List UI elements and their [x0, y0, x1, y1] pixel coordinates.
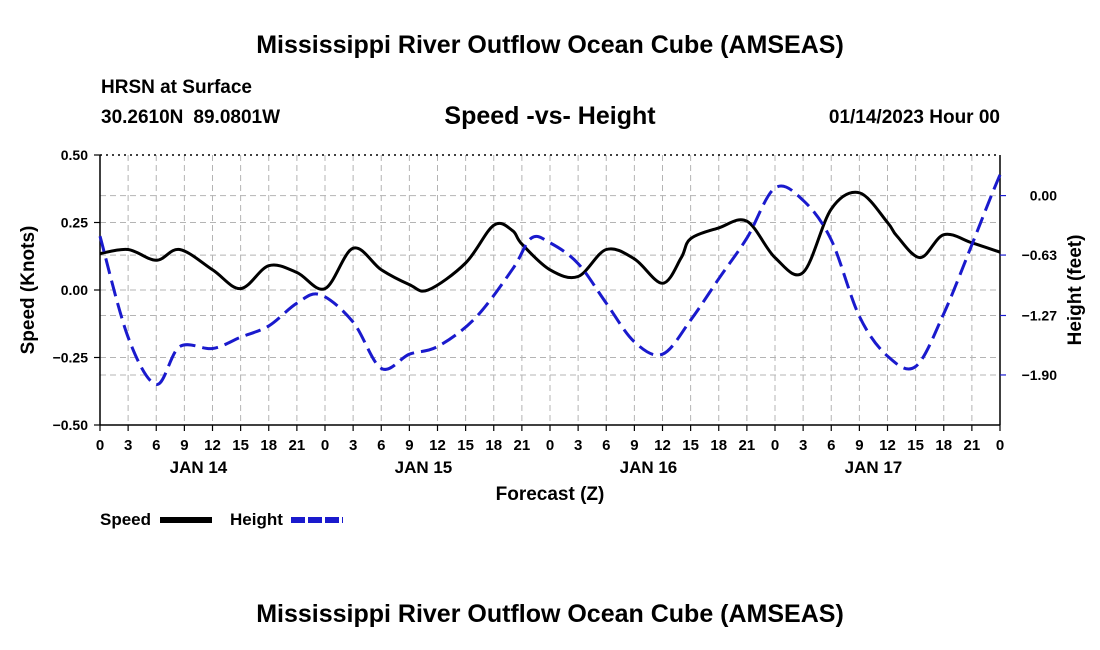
x-tick-label: 18 — [260, 437, 277, 454]
x-tick-label: 21 — [289, 437, 306, 454]
coordinates: 30.2610N 89.0801W — [101, 107, 280, 129]
x-tick-label: 0 — [546, 437, 554, 454]
x-tick-label: 9 — [630, 437, 638, 454]
x-tick-label: 18 — [935, 437, 952, 454]
forecast-date: 01/14/2023 Hour 00 — [828, 107, 1000, 128]
x-tick-label: 0 — [321, 437, 329, 454]
x-tick-label: 9 — [405, 437, 413, 454]
day-label: JAN 17 — [845, 458, 903, 477]
x-tick-label: 6 — [827, 437, 835, 454]
x-tick-label: 15 — [232, 437, 249, 454]
y-tick-label: 0.50 — [61, 147, 88, 163]
y2-tick-label: 0.00 — [1030, 188, 1057, 204]
x-tick-label: 3 — [799, 437, 807, 454]
x-tick-label: 6 — [377, 437, 385, 454]
x-tick-label: 18 — [710, 437, 727, 454]
x-tick-label: 3 — [124, 437, 132, 454]
chart-title: Mississippi River Outflow Ocean Cube (AM… — [256, 31, 844, 59]
station-label: HRSN at Surface — [101, 77, 252, 98]
y2-tick-label: −0.63 — [1022, 247, 1058, 263]
y2-tick-label: −1.90 — [1022, 367, 1058, 383]
x-tick-label: 12 — [429, 437, 446, 454]
x-tick-label: 12 — [204, 437, 221, 454]
legend-speed-label: Speed — [100, 510, 151, 529]
y-tick-label: −0.25 — [53, 350, 89, 366]
y-tick-label: 0.00 — [61, 282, 88, 298]
x-tick-label: 21 — [739, 437, 756, 454]
legend-height-label: Height — [230, 510, 283, 529]
x-tick-label: 0 — [771, 437, 779, 454]
longitude: 89.0801W — [193, 107, 281, 128]
speed-height-chart: 0 3 6 9 12 15 18 21 0 3 6 9 12 15 18 21 0 3 6 9 12 15 18 21 0 3 6 9… — [18, 147, 1086, 529]
x-tick-label: 9 — [180, 437, 188, 454]
x-tick-label: 3 — [349, 437, 357, 454]
day-label: JAN 16 — [620, 458, 678, 477]
x-tick-label: 21 — [964, 437, 981, 454]
speed-series-line — [99, 190, 1001, 293]
x-tick-label: 9 — [855, 437, 863, 454]
footer-title: Mississippi River Outflow Ocean Cube (AM… — [256, 600, 844, 628]
y2-axis-title: Height (feet) — [1065, 235, 1086, 346]
y-tick-label: 0.25 — [61, 215, 88, 231]
height-series-line — [98, 174, 1002, 386]
y-tick-label: −0.50 — [53, 417, 89, 433]
x-tick-label: 21 — [514, 437, 531, 454]
y2-tick-label: −1.27 — [1022, 307, 1058, 323]
y-axis-title: Speed (Knots) — [18, 226, 39, 355]
x-tick-label: 12 — [654, 437, 671, 454]
x-tick-label: 15 — [682, 437, 699, 454]
x-tick-label: 12 — [879, 437, 896, 454]
day-label: JAN 14 — [170, 458, 228, 477]
x-tick-label: 3 — [574, 437, 582, 454]
x-tick-label: 15 — [457, 437, 474, 454]
day-label: JAN 15 — [395, 458, 453, 477]
x-tick-label: 15 — [907, 437, 924, 454]
x-tick-label: 0 — [96, 437, 104, 454]
x-tick-label: 0 — [996, 437, 1004, 454]
x-tick-label: 18 — [485, 437, 502, 454]
x-tick-label: 6 — [602, 437, 610, 454]
x-axis-title: Forecast (Z) — [496, 484, 605, 505]
x-tick-label: 6 — [152, 437, 160, 454]
chart-subtitle: Speed -vs- Height — [444, 102, 656, 130]
latitude: 30.2610N — [101, 107, 184, 128]
